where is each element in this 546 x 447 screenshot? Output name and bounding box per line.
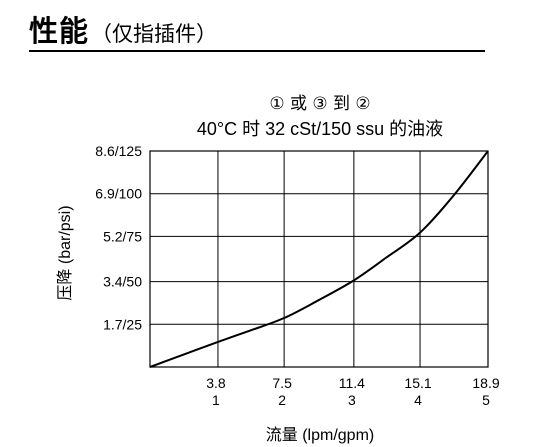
x-tick-label-secondary: 1 <box>212 392 220 408</box>
x-tick-label: 15.1 <box>404 375 431 391</box>
x-tick-label-secondary: 4 <box>414 392 422 408</box>
y-axis-label: 压降 (bar/psi) <box>57 205 74 301</box>
chart-title-line1: ① 或 ③ 到 ② <box>269 94 371 114</box>
plot-frame <box>149 150 489 368</box>
x-tick-label-secondary: 3 <box>348 392 356 408</box>
x-tick-label: 3.8 <box>206 375 226 391</box>
y-tick-label: 5.2/75 <box>103 228 142 244</box>
y-tick-label: 3.4/50 <box>103 274 142 290</box>
x-tick-label-secondary: 2 <box>278 392 286 408</box>
y-tick-label: 1.7/25 <box>103 316 142 332</box>
x-tick-label: 7.5 <box>272 375 292 391</box>
x-tick-label: 11.4 <box>339 375 365 391</box>
x-tick-label: 18.9 <box>472 375 499 391</box>
page-heading: 性能（仅指插件） <box>29 8 217 50</box>
heading-divider <box>29 50 485 52</box>
heading-title: 性能 <box>29 14 90 48</box>
y-tick-label: 6.9/100 <box>95 186 142 202</box>
y-tick-label: 8.6/125 <box>95 143 142 159</box>
x-axis-label: 流量 (lpm/gpm) <box>265 427 375 444</box>
x-tick-label-secondary: 5 <box>482 392 490 408</box>
heading-subtitle: （仅指插件） <box>91 22 218 46</box>
pressure-drop-curve <box>149 150 489 368</box>
chart-title-line2: 40°C 时 32 cSt/150 ssu 的油液 <box>196 119 444 139</box>
